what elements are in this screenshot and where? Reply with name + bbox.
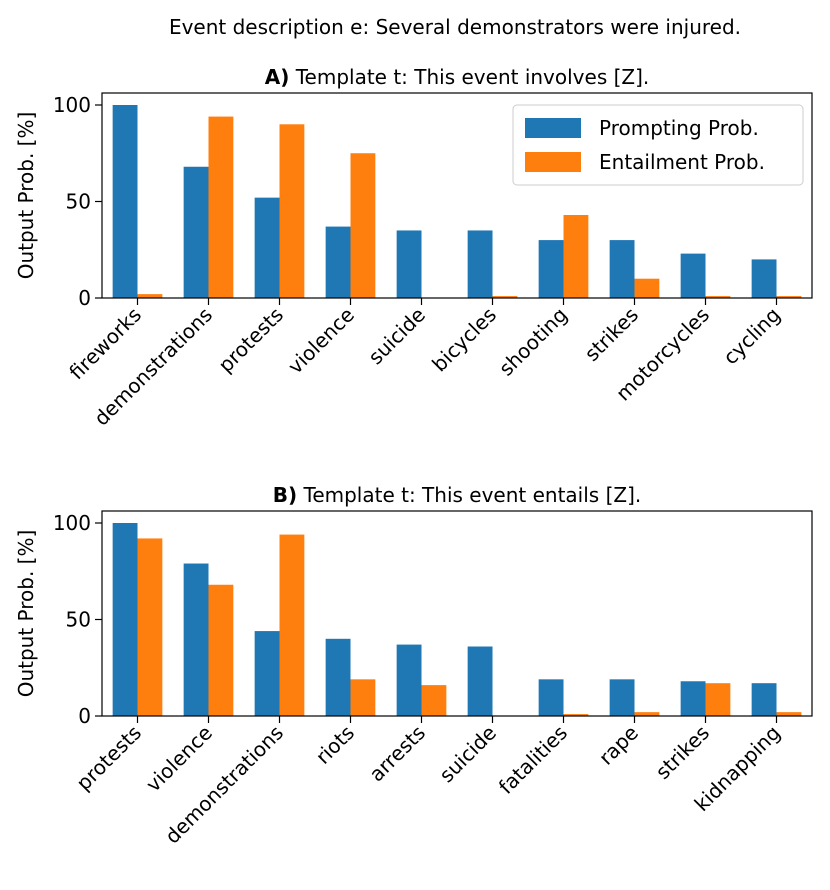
y-tick-label: 50 — [66, 608, 91, 632]
x-tick-label-riots: riots — [311, 721, 359, 769]
y-tick-label: 100 — [53, 511, 91, 535]
x-tick-label-suicide: suicide — [363, 303, 430, 370]
bar-prompting-protests — [254, 197, 280, 298]
chart-title: A) Template t: This event involves [Z]. — [265, 65, 650, 89]
x-tick-label-suicide: suicide — [434, 721, 501, 788]
plot-frame — [101, 510, 813, 717]
x-tick-label-strikes: strikes — [580, 303, 643, 366]
y-tick-label: 0 — [78, 286, 91, 310]
y-tick-label: 50 — [66, 190, 91, 214]
x-tick-label-cycling: cycling — [718, 303, 785, 370]
x-tick-label-shooting: shooting — [494, 303, 572, 381]
bar-entailment-shooting — [563, 215, 589, 298]
bar-entailment-arrests — [421, 685, 447, 716]
bar-entailment-cycling — [776, 296, 802, 298]
bar-prompting-protests — [112, 523, 138, 716]
bar-entailment-strikes — [705, 683, 731, 716]
chart-title-text: Template t: This event involves [Z]. — [289, 65, 649, 89]
chart-panel-a: A) Template t: This event involves [Z]. 0… — [14, 65, 813, 431]
x-tick-label-bicycles: bicycles — [427, 303, 501, 377]
bar-prompting-violence — [183, 563, 209, 716]
x-tick-label-rape: rape — [594, 721, 643, 770]
bar-entailment-bicycles — [492, 296, 518, 298]
bar-entailment-riots — [350, 679, 376, 716]
bar-entailment-demonstrations — [208, 116, 234, 298]
chart-title: B) Template t: This event entails [Z]. — [273, 483, 641, 507]
bar-prompting-rape — [609, 679, 635, 716]
plot-frame — [101, 92, 813, 299]
bar-entailment-kidnapping — [776, 712, 802, 716]
chart-panel-b: B) Template t: This event entails [Z]. 0 5… — [14, 483, 813, 849]
bar-entailment-protests — [279, 124, 305, 298]
x-tick-label-violence: violence — [283, 303, 359, 379]
x-tick-label-demonstrations: demonstrations — [160, 721, 288, 849]
y-tick-label: 0 — [78, 704, 91, 728]
bar-prompting-fireworks — [112, 105, 138, 298]
bar-prompting-cycling — [751, 259, 777, 298]
bar-prompting-arrests — [396, 644, 422, 716]
bar-entailment-rape — [634, 712, 660, 716]
bar-prompting-fatalities — [538, 679, 564, 716]
bar-prompting-strikes — [680, 681, 706, 716]
bar-entailment-fatalities — [563, 714, 589, 716]
legend-swatch-entailment — [525, 152, 581, 172]
charts-container: A) Template t: This event involves [Z]. 0… — [14, 65, 813, 849]
bar-prompting-strikes — [609, 240, 635, 298]
legend-label-entailment: Entailment Prob. — [599, 150, 765, 174]
chart-title-label: B) — [273, 483, 297, 507]
bar-prompting-bicycles — [467, 230, 493, 298]
bar-prompting-demonstrations — [254, 631, 280, 716]
x-tick-label-arrests: arrests — [364, 721, 430, 787]
y-tick-label: 100 — [53, 93, 91, 117]
bar-entailment-fireworks — [137, 294, 163, 298]
bar-prompting-kidnapping — [751, 683, 777, 716]
bar-entailment-strikes — [634, 278, 660, 298]
chart-title-text: Template t: This event entails [Z]. — [297, 483, 641, 507]
bar-prompting-demonstrations — [183, 166, 209, 298]
x-tick-label-protests: protests — [213, 303, 288, 378]
x-tick-label-protests: protests — [71, 721, 146, 796]
bar-entailment-motorcycles — [705, 296, 731, 298]
bar-prompting-violence — [325, 226, 351, 298]
bar-prompting-suicide — [396, 230, 422, 298]
legend-box — [512, 104, 804, 186]
bar-entailment-violence — [208, 584, 234, 716]
bar-entailment-violence — [350, 153, 376, 298]
chart-title-label: A) — [265, 65, 290, 89]
y-axis-label: Output Prob. [%] — [14, 530, 38, 698]
bar-entailment-demonstrations — [279, 534, 305, 716]
bar-entailment-protests — [137, 538, 163, 716]
figure-title: Event description e: Several demonstrato… — [169, 15, 741, 39]
legend-swatch-prompting — [525, 118, 581, 138]
bar-prompting-riots — [325, 638, 351, 716]
bar-prompting-motorcycles — [680, 253, 706, 298]
x-tick-label-fatalities: fatalities — [494, 721, 572, 799]
legend-label-prompting: Prompting Prob. — [599, 116, 759, 140]
x-tick-label-demonstrations: demonstrations — [89, 303, 217, 431]
bar-prompting-shooting — [538, 240, 564, 298]
x-tick-label-strikes: strikes — [651, 721, 714, 784]
y-axis-label: Output Prob. [%] — [14, 112, 38, 280]
bar-prompting-suicide — [467, 646, 493, 716]
